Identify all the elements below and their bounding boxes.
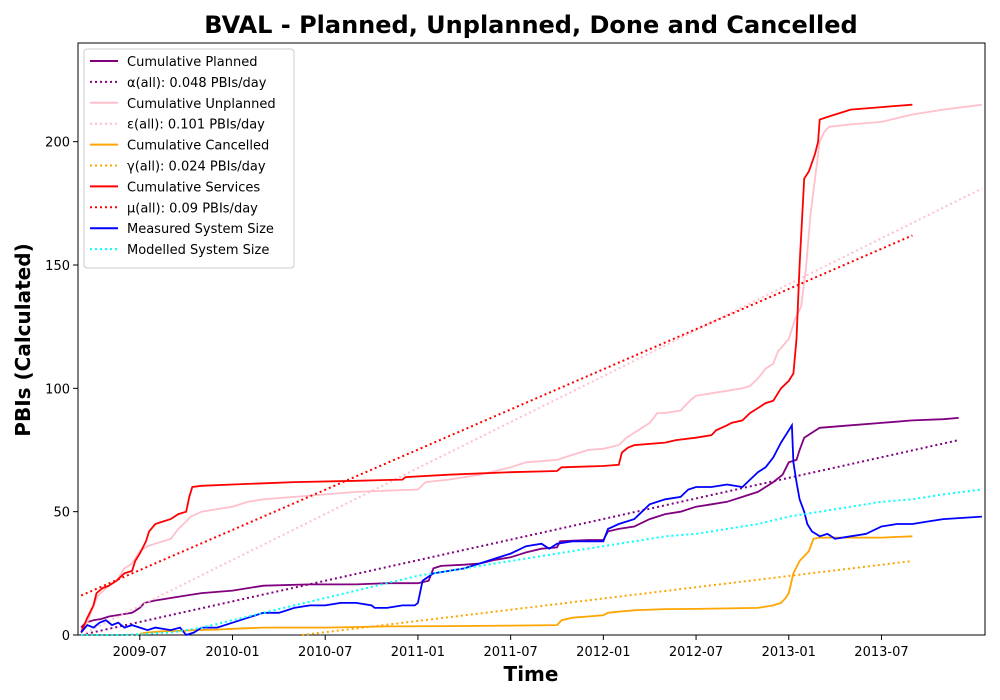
x-tick-label: 2012-07 [669,645,723,660]
y-axis-label: PBIs (Calculated) [11,243,35,436]
legend-entry: ε(all): 0.101 PBIs/day [127,118,265,133]
legend-box [83,48,295,269]
chart-title: BVAL - Planned, Unplanned, Done and Canc… [204,11,857,39]
x-tick-label: 2011-01 [391,645,445,660]
series-line-all-0-09-pbis-day [80,234,913,597]
series-line-cumulative-planned [80,417,959,629]
series-line-cumulative-services [80,103,913,633]
x-axis-label: Time [504,662,559,686]
series-line-cumulative-cancelled [139,535,913,635]
series-line-modelled-system-size [81,488,983,636]
y-tick-label: 50 [53,506,70,521]
legend: Cumulative Planned α(all): 0.048 PBIs/day… [83,48,295,269]
plot-frame [77,42,986,636]
x-tick-label: 2013-01 [762,645,816,660]
legend-entry: Cumulative Cancelled [127,139,269,154]
legend-entry: Modelled System Size [127,243,269,258]
legend-entry: Cumulative Unplanned [127,97,276,112]
x-tick-label: 2009-07 [113,645,167,660]
x-tick-label: 2013-07 [854,645,908,660]
y-tick-label: 200 [45,136,70,151]
legend-entry: Cumulative Services [127,180,260,195]
series-layer [80,103,983,637]
series-line-measured-system-size [80,422,982,637]
axis-ticks: 2009-07 2010-01 2010-07 2011-01 2011-07 2012-… [45,136,908,660]
legend-entry: μ(all): 0.09 PBIs/day [127,201,258,216]
legend-entry: Measured System Size [127,222,274,237]
y-tick-label: 150 [45,259,70,274]
legend-entry: α(all): 0.048 PBIs/day [127,76,267,91]
y-tick-label: 100 [45,382,70,397]
x-tick-label: 2011-07 [483,645,537,660]
legend-entry: Cumulative Planned [127,55,257,70]
x-tick-label: 2012-01 [576,645,630,660]
series-line-cumulative-unplanned [80,103,983,631]
y-tick-label: 0 [62,629,70,644]
x-tick-label: 2010-01 [205,645,259,660]
series-line-all-0-024-pbis-day [301,560,913,636]
legend-entry: γ(all): 0.024 PBIs/day [127,160,266,175]
x-tick-label: 2010-07 [298,645,352,660]
